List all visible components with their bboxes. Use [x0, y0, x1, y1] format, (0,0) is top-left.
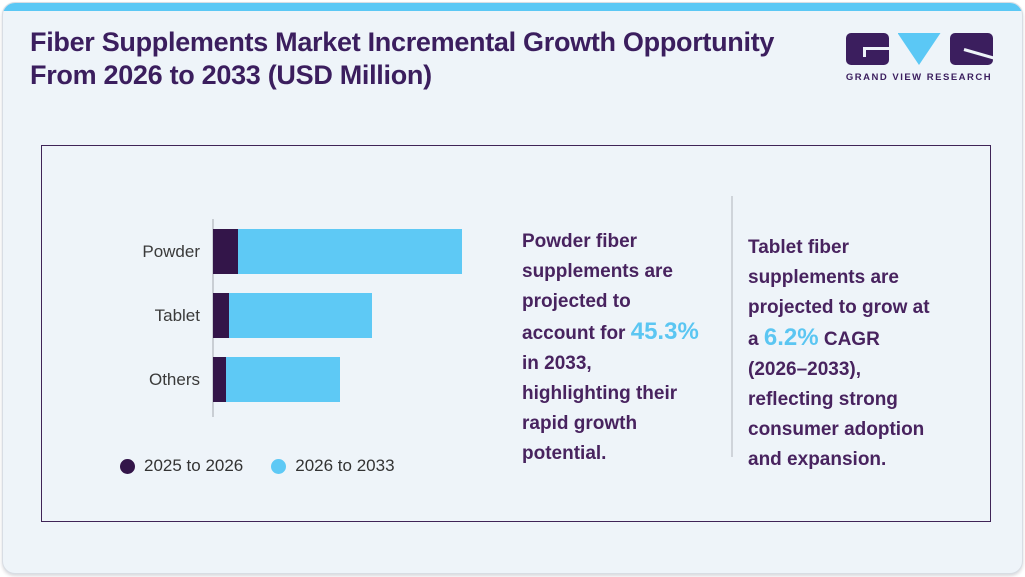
notes-divider: [731, 196, 733, 457]
bar-track: [213, 357, 340, 402]
logo-wordmark: GRAND VIEW RESEARCH: [845, 72, 993, 83]
bar-segment: [226, 357, 340, 402]
powder-note-suffix: in 2033, highlighting their rapid growth…: [522, 353, 678, 464]
tablet-note-suffix: CAGR (2026–2033), reflecting strong cons…: [748, 329, 925, 470]
legend-label: 2025 to 2026: [144, 456, 244, 475]
chart-legend: 2025 to 2026 2026 to 2033: [120, 456, 395, 476]
gvr-logo-icon: [844, 33, 994, 65]
category-label: Powder: [142, 241, 200, 261]
tablet-note-highlight: 6.2%: [763, 324, 819, 351]
bar-rows: Powder Tablet Others: [42, 229, 462, 402]
bar-row: Others: [42, 357, 462, 402]
bar-segment: [238, 229, 462, 274]
page-title: Fiber Supplements Market Incremental Gro…: [30, 26, 774, 92]
category-label: Tablet: [154, 305, 200, 325]
page-title-line1: Fiber Supplements Market Incremental Gro…: [30, 27, 775, 57]
powder-note: Powder fiber supplements are projected t…: [522, 227, 702, 469]
legend-dot-icon: [120, 458, 135, 474]
legend-item: 2025 to 2026: [120, 456, 243, 476]
bar-track: [213, 293, 372, 338]
tablet-note-prefix: Tablet fiber supplements are projected t…: [748, 237, 930, 350]
logo-v-triangle-icon: [897, 33, 941, 65]
bar-segment: [213, 357, 226, 402]
powder-note-highlight: 45.3%: [630, 318, 699, 345]
bar-segment: [213, 229, 238, 274]
bar-segment: [213, 293, 229, 338]
legend-dot-icon: [271, 458, 287, 474]
grand-view-research-logo: GRAND VIEW RESEARCH: [844, 33, 994, 83]
chart-card: Powder Tablet Others 2025 to 2026 2026 to 2…: [41, 145, 991, 522]
bar-row: Tablet: [42, 293, 462, 338]
powder-note-prefix: Powder fiber supplements are projected t…: [522, 231, 673, 344]
top-accent-bar: [3, 3, 1022, 11]
bar-track: [213, 229, 462, 274]
tablet-note: Tablet fiber supplements are projected t…: [748, 233, 943, 475]
bar-segment: [229, 293, 372, 338]
legend-item: 2026 to 2033: [271, 456, 395, 476]
category-label: Others: [148, 369, 200, 389]
logo-r-block-icon: [949, 33, 993, 65]
logo-g-block-icon: [845, 33, 889, 65]
legend-label: 2026 to 2033: [295, 456, 395, 475]
bar-row: Powder: [42, 229, 462, 274]
page-title-line2: From 2026 to 2033 (USD Million): [30, 60, 432, 90]
